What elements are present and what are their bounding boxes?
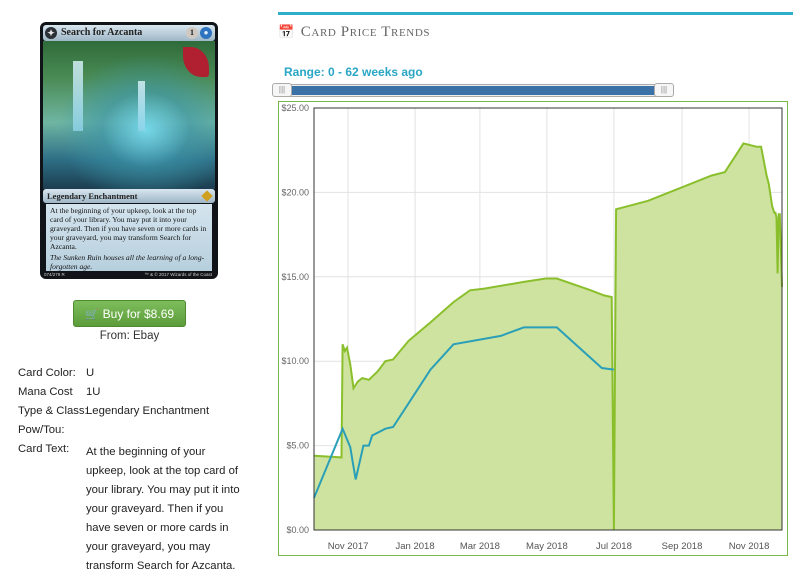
chart-frame [278,101,788,556]
x-tick-label: Nov 2018 [729,541,770,552]
section-title: 📅 Card Price Trends [278,24,430,41]
price-area-fill [314,143,782,530]
compass-symbol-icon: ✦ [45,27,57,39]
spec-value: 1U [86,386,101,398]
price-line [313,326,615,499]
y-tick-label: $10.00 [281,356,309,366]
card-textbox: At the beginning of your upkeep, look at… [46,204,212,271]
card-footer: 074/279 R ™ & © 2017 Wizards of the Coas… [44,271,214,279]
x-tick-label: Jul 2018 [596,541,632,552]
y-tick-label: $5.00 [286,441,309,451]
card-art [43,41,215,189]
x-tick-label: Jan 2018 [396,541,435,552]
x-tick-label: Sep 2018 [662,541,703,552]
collector-number: 074/279 R [44,272,65,277]
spec-label: Mana Cost [18,386,73,398]
x-tick-label: May 2018 [526,541,568,552]
spec-label: Card Color: [18,367,76,379]
plot-border [313,107,783,531]
card-image[interactable]: ✦ Search for Azcanta 1 ● Legendary Encha… [40,22,218,279]
waterfall-art [138,81,145,131]
buy-button-label: Buy for $8.69 [102,307,175,321]
copyright: ™ & © 2017 Wizards of the Coast [144,272,212,277]
card-type-bar: Legendary Enchantment [43,189,215,203]
y-tick-label: $25.00 [281,103,309,113]
price-area-line [313,142,783,531]
cart-icon: 🛒 [84,309,99,321]
calendar-icon: 📅 [278,24,295,39]
card-name: Search for Azcanta [61,27,143,38]
spec-value: Legendary Enchantment [86,405,210,417]
section-title-text: Card Price Trends [300,24,431,40]
mana-cost-symbols: 1 ● [186,27,212,39]
x-tick-label: Nov 2017 [328,541,369,552]
card-rules-text: At the beginning of your upkeep, look at… [50,206,207,251]
buy-button[interactable]: 🛒 Buy for $8.69 [73,300,186,327]
range-slider-handle-min[interactable]: ||| [272,83,292,97]
range-slider-handle-max[interactable]: ||| [654,83,674,97]
y-tick-label: $20.00 [281,187,309,197]
spec-label: Type & Class: [18,405,88,417]
waterfall-art [73,61,83,131]
from-label: From: Ebay [99,330,160,342]
section-top-rule [278,12,793,15]
spec-card-text: At the beginning of your upkeep, look at… [86,446,240,572]
x-tick-label: Mar 2018 [460,541,500,552]
spec-label: Card Text: [18,443,70,455]
card-flavor-text: The Sunken Ruin houses all the learning … [50,253,205,271]
y-tick-label: $15.00 [281,272,309,282]
mana-generic-icon: 1 [186,27,198,39]
spec-value: U [86,367,95,379]
range-label: Range: 0 - 62 weeks ago [284,65,423,79]
card-title-bar: ✦ Search for Azcanta 1 ● [43,25,215,41]
spec-label: Pow/Tou: [18,424,65,436]
mana-blue-icon: ● [200,27,212,39]
range-slider-selection[interactable] [282,86,664,95]
y-tick-label: $0.00 [286,525,309,535]
card-type-line: Legendary Enchantment [47,191,138,201]
